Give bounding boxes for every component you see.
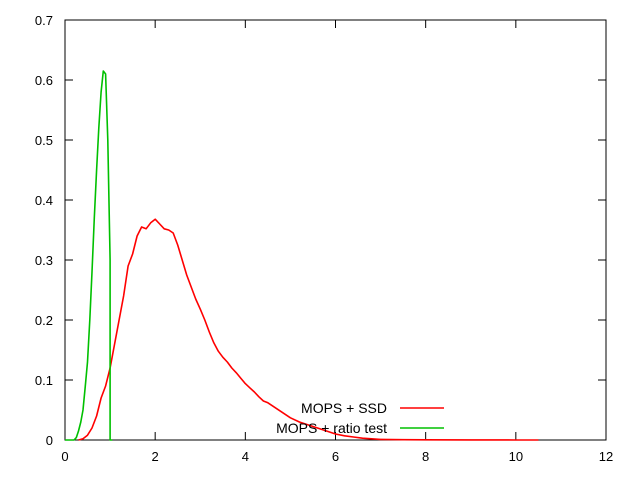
- x-tick-label: 6: [332, 449, 339, 464]
- x-tick-label: 8: [422, 449, 429, 464]
- series-lines: [65, 70, 539, 441]
- legend-label-2: MOPS + ratio test: [276, 420, 387, 436]
- y-tick-label: 0.7: [35, 13, 53, 28]
- x-tick-label: 0: [61, 449, 68, 464]
- axis-tick-labels: 0 2 4 6 8 10 12 0 0.1 0.2 0.3 0.4 0.5 0.6 0.7: [35, 13, 613, 464]
- x-tick-label: 2: [152, 449, 159, 464]
- axis-ticks: [65, 20, 606, 440]
- plot-frame: [64, 19, 607, 441]
- y-tick-label: 0.1: [35, 373, 53, 388]
- y-tick-label: 0.4: [35, 193, 53, 208]
- series-line-2: [65, 70, 113, 441]
- y-tick-label: 0: [46, 433, 53, 448]
- y-tick-label: 0.6: [35, 73, 53, 88]
- series-line-1: [78, 218, 539, 441]
- y-tick-label: 0.5: [35, 133, 53, 148]
- legend: MOPS + SSD MOPS + ratio test: [276, 400, 444, 436]
- x-tick-label: 12: [599, 449, 613, 464]
- y-tick-label: 0.2: [35, 313, 53, 328]
- x-tick-label: 10: [509, 449, 523, 464]
- y-tick-label: 0.3: [35, 253, 53, 268]
- legend-label-1: MOPS + SSD: [301, 400, 387, 416]
- x-tick-label: 4: [242, 449, 249, 464]
